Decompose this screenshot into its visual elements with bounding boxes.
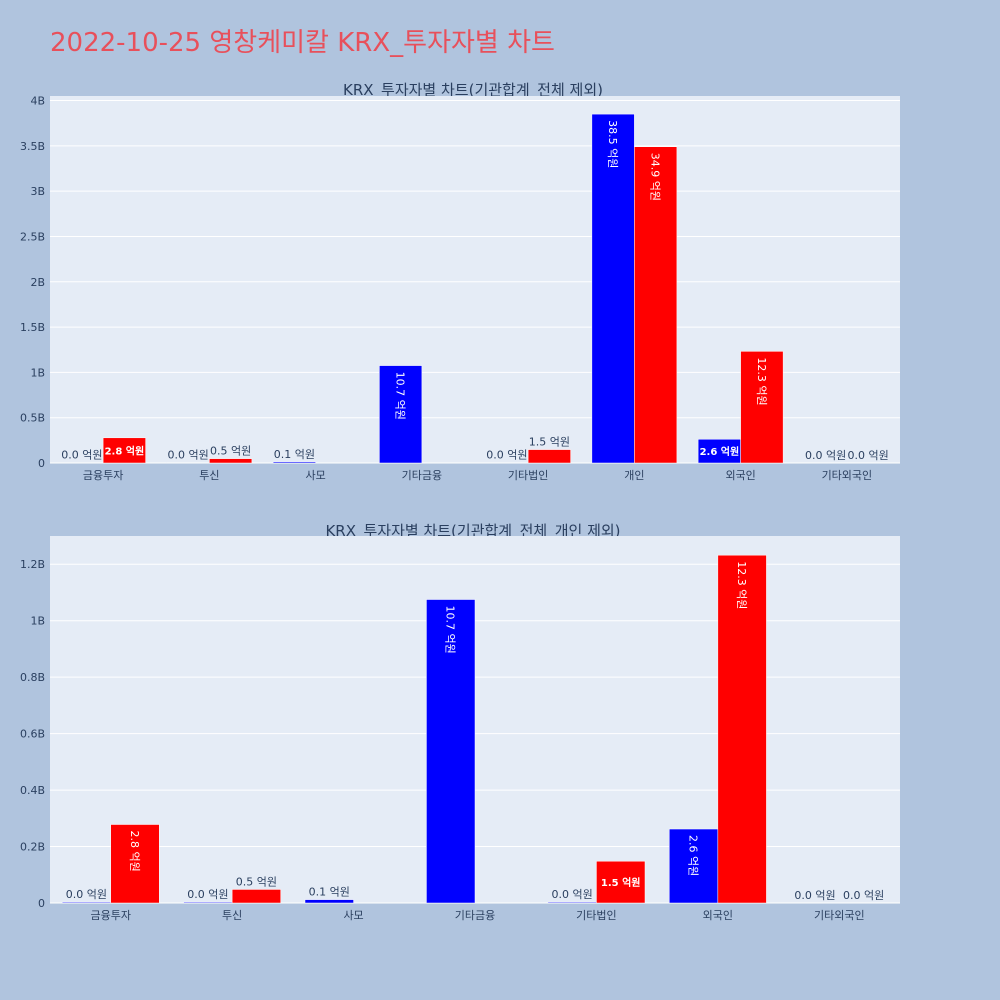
y-tick-label: 1B [30, 615, 45, 628]
bar [61, 901, 111, 904]
y-tick-label: 0 [38, 897, 45, 910]
chart-1-title: KRX_투자자별 차트(기관합계_전체 제외) [343, 81, 603, 99]
y-tick-label: 1.2B [20, 558, 45, 571]
y-tick-label: 2B [30, 276, 45, 289]
y-tick-label: 0.4B [20, 784, 45, 797]
data-label: 0.5 억원 [236, 875, 277, 888]
y-tick-label: 1.5B [20, 321, 45, 334]
data-label: 0.0 억원 [794, 889, 835, 902]
x-tick-label: 기타외국인 [822, 469, 873, 482]
data-label: 2.8 억원 [105, 444, 145, 457]
x-tick-label: 사모 [306, 469, 326, 482]
data-label: 0.5 억원 [210, 445, 251, 458]
data-label: 2.6 억원 [687, 835, 700, 876]
y-tick-label: 1B [30, 366, 45, 379]
bar [740, 351, 784, 464]
data-label: 0.1 억원 [309, 886, 350, 899]
bar [231, 889, 281, 904]
y-tick-label: 0.5B [20, 412, 45, 425]
y-tick-label: 0.8B [20, 671, 45, 684]
x-tick-label: 투신 [222, 909, 242, 922]
bar [547, 901, 597, 904]
data-label: 0.0 억원 [843, 889, 884, 902]
data-label: 0.0 억원 [805, 449, 846, 462]
bar [304, 899, 354, 904]
data-label: 10.7 억원 [394, 372, 407, 420]
x-tick-label: 투신 [199, 469, 219, 482]
data-label: 10.7 억원 [444, 606, 457, 654]
x-tick-label: 기타금융 [455, 909, 495, 922]
bar [102, 437, 146, 464]
x-tick-label: 개인 [624, 469, 644, 482]
x-tick-label: 사모 [343, 909, 363, 922]
data-label: 38.5 억원 [606, 120, 619, 168]
data-label: 1.5 억원 [529, 436, 570, 449]
y-tick-label: 0.6B [20, 728, 45, 741]
y-tick-label: 2.5B [20, 230, 45, 243]
y-tick-label: 0.2B [20, 841, 45, 854]
bar [110, 824, 160, 904]
bar [183, 901, 233, 904]
bar [272, 461, 316, 464]
bar [209, 458, 253, 464]
x-tick-label: 기타법인 [508, 469, 548, 482]
data-label: 0.0 억원 [486, 449, 527, 462]
bar [596, 860, 646, 904]
data-label: 0.1 억원 [274, 448, 315, 461]
y-tick-label: 3B [30, 185, 45, 198]
bar [634, 146, 678, 464]
x-tick-label: 금융투자 [90, 909, 130, 922]
data-label: 0.0 억원 [61, 449, 102, 462]
data-label: 0.0 억원 [187, 888, 228, 901]
x-tick-label: 외국인 [703, 909, 733, 922]
bar [591, 113, 635, 464]
y-tick-label: 0 [38, 457, 45, 470]
bar [717, 554, 767, 904]
x-tick-label: 기타금융 [402, 469, 442, 482]
data-label: 1.5 억원 [601, 876, 641, 889]
data-label: 2.8 억원 [128, 831, 141, 872]
y-tick-label: 3.5B [20, 140, 45, 153]
data-label: 12.3 억원 [755, 357, 768, 405]
x-tick-label: 기타법인 [576, 909, 616, 922]
data-label: 34.9 억원 [649, 153, 662, 201]
x-tick-label: 외국인 [725, 469, 755, 482]
data-label: 0.0 억원 [168, 449, 209, 462]
bar [379, 365, 423, 464]
page-title: 2022-10-25 영창케미칼 KRX_투자자별 차트 [50, 28, 555, 58]
chart-2-title: KRX_투자자별 차트(기관합계_전체_개인 제외) [325, 522, 621, 540]
y-tick-label: 4B [30, 95, 45, 108]
bar [527, 449, 571, 464]
data-label: 2.6 억원 [700, 445, 740, 458]
x-tick-label: 금융투자 [83, 469, 123, 482]
bar [669, 828, 719, 904]
data-label: 0.0 억원 [66, 888, 107, 901]
data-label: 0.0 억원 [848, 449, 889, 462]
bar [426, 599, 476, 904]
data-label: 12.3 억원 [735, 561, 748, 609]
data-label: 0.0 억원 [552, 888, 593, 901]
x-tick-label: 기타외국인 [814, 909, 865, 922]
